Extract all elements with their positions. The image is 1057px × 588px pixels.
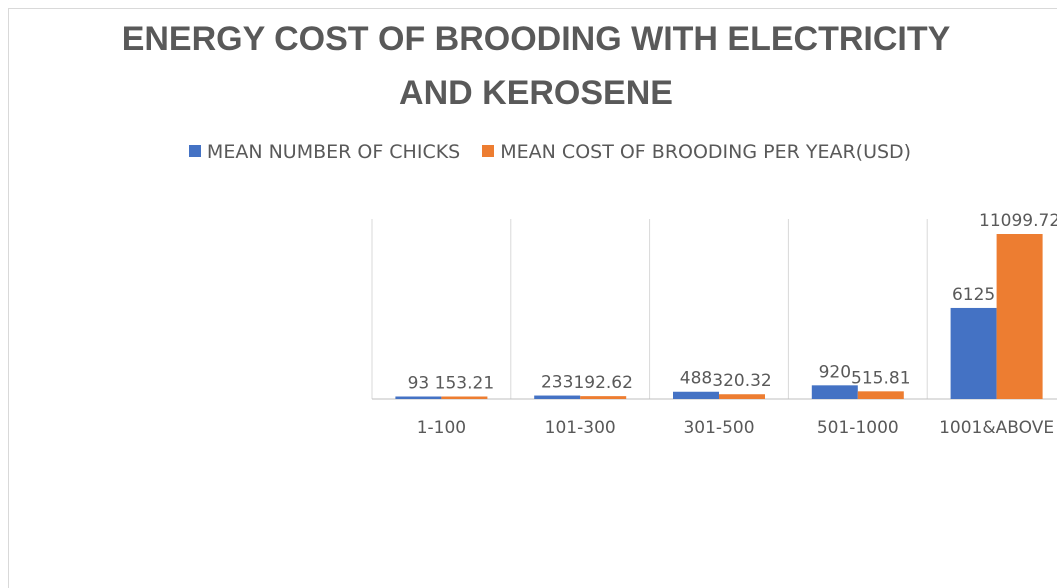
legend-item-chicks: MEAN NUMBER OF CHICKS bbox=[188, 141, 461, 163]
bar-cost bbox=[857, 391, 904, 399]
bar-cost bbox=[580, 396, 627, 399]
data-label-chicks: 93 bbox=[408, 374, 430, 394]
x-tick-label: 1001&ABOVE bbox=[939, 418, 1054, 438]
data-label-cost: 153.21 bbox=[435, 374, 494, 394]
chart-title: ENERGY COST OF BROODING WITH ELECTRICITY… bbox=[0, 12, 1057, 120]
bar-cost bbox=[719, 394, 765, 399]
x-tick-label: 301-500 bbox=[683, 418, 754, 438]
legend-swatch-chicks bbox=[188, 145, 201, 157]
chart-legend: MEAN NUMBER OF CHICKS MEAN COST OF BROOD… bbox=[0, 141, 1057, 163]
data-label-cost: 320.32 bbox=[712, 371, 771, 391]
bar-chicks bbox=[534, 395, 581, 399]
x-tick-label: 1-100 bbox=[417, 418, 466, 438]
data-label-cost: 515.81 bbox=[851, 368, 910, 388]
x-tick-label: 501-1000 bbox=[817, 418, 899, 438]
bar-chicks bbox=[673, 391, 719, 399]
legend-label-cost: MEAN COST OF BROODING PER YEAR(USD) bbox=[500, 141, 912, 163]
bar-chicks bbox=[950, 307, 997, 399]
legend-item-cost: MEAN COST OF BROODING PER YEAR(USD) bbox=[482, 141, 911, 163]
data-label-cost: 192.62 bbox=[573, 373, 632, 393]
chart-frame bbox=[8, 8, 1057, 588]
legend-label-chicks: MEAN NUMBER OF CHICKS bbox=[206, 141, 461, 163]
x-tick-label: 101-300 bbox=[545, 418, 616, 438]
bar-chicks bbox=[811, 385, 858, 399]
bar-cost bbox=[996, 234, 1043, 399]
data-label-chicks: 488 bbox=[680, 369, 712, 389]
data-label-chicks: 233 bbox=[541, 373, 573, 393]
data-label-chicks: 6125 bbox=[952, 285, 995, 305]
data-label-chicks: 920 bbox=[819, 362, 851, 382]
data-label-cost: 11099.72 bbox=[979, 211, 1057, 231]
bar-chicks bbox=[395, 396, 442, 399]
chart-title-line-1: ENERGY COST OF BROODING WITH ELECTRICITY bbox=[121, 20, 951, 58]
chart-title-line-2: AND KEROSENE bbox=[399, 74, 673, 112]
bar-cost bbox=[441, 396, 488, 399]
legend-swatch-cost bbox=[482, 145, 495, 157]
